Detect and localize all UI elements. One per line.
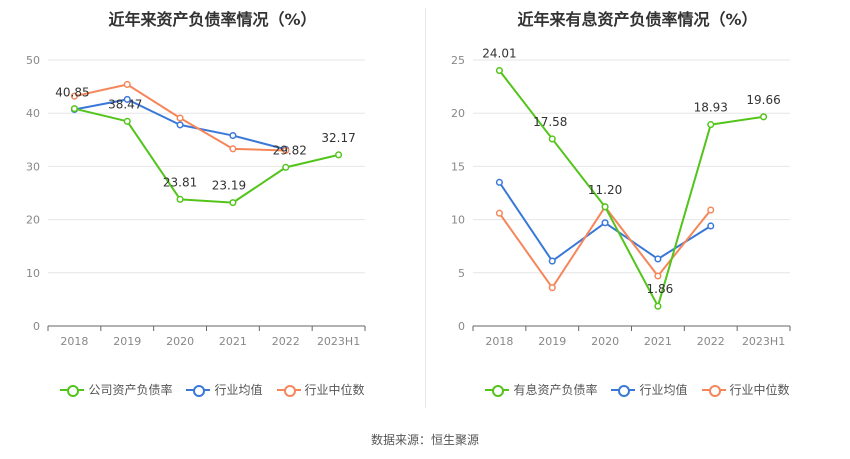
panel-divider xyxy=(425,8,426,408)
x-tick-label: 2023H1 xyxy=(317,335,360,348)
data-label: 1.86 xyxy=(647,282,674,296)
data-source-note: 数据来源：恒生聚源 xyxy=(370,433,479,447)
data-label: 24.01 xyxy=(482,47,516,61)
y-tick-label: 20 xyxy=(26,214,40,227)
legend-item[interactable]: 公司资产负债率 xyxy=(60,381,172,398)
data-label: 32.17 xyxy=(321,131,355,145)
data-point xyxy=(654,272,662,280)
chart-panel-asset-liability: 近年来资产负债率情况（%） 0 10 20 30 40 50 2018 2019 2020 202… xyxy=(0,0,425,420)
x-tick-label: 2021 xyxy=(219,335,247,348)
data-label: 18.93 xyxy=(694,101,728,115)
data-point xyxy=(176,121,184,129)
data-point xyxy=(548,257,556,265)
chart-title: 近年来资产负债率情况（%） xyxy=(108,10,317,29)
y-tick-label: 10 xyxy=(451,214,465,227)
x-tick-label: 2021 xyxy=(644,335,672,348)
data-point xyxy=(123,117,131,125)
data-point xyxy=(760,113,768,121)
data-label: 40.85 xyxy=(55,86,89,100)
data-point xyxy=(176,114,184,122)
chart-title: 近年来有息资产负债率情况（%） xyxy=(517,10,758,29)
x-tick-label: 2022 xyxy=(272,335,300,348)
data-label: 17.58 xyxy=(533,115,567,129)
data-label: 23.19 xyxy=(212,179,246,193)
chart-panel-interest-bearing: 近年来有息资产负债率情况（%） 0 5 10 15 20 25 2018 2019 2020 20… xyxy=(425,0,850,420)
legend-marker-icon xyxy=(60,384,85,397)
x-tick-label: 2023H1 xyxy=(742,335,785,348)
data-point xyxy=(282,146,290,154)
legend-label: 行业均值 xyxy=(214,383,263,397)
data-point xyxy=(707,121,715,129)
data-point xyxy=(601,219,609,227)
data-point xyxy=(282,163,290,171)
legend-item[interactable]: 行业中位数 xyxy=(701,381,790,398)
data-point xyxy=(707,222,715,230)
chart-legend: 公司资产负债率 行业均值 行业中位数 xyxy=(0,381,425,398)
legend-label: 行业中位数 xyxy=(304,383,365,397)
series-line xyxy=(498,205,712,289)
chart-plot: 0 5 10 15 20 25 2018 2019 2020 2021 2022 2023H1 24.0… xyxy=(451,47,791,348)
y-tick-label: 0 xyxy=(458,320,465,333)
data-label: 38.47 xyxy=(108,97,142,111)
y-tick-label: 15 xyxy=(451,160,465,173)
series-line xyxy=(74,107,339,204)
legend-marker-icon xyxy=(701,384,726,397)
x-tick-label: 2018 xyxy=(485,335,513,348)
data-point xyxy=(176,195,184,203)
data-point xyxy=(229,131,237,140)
legend-label: 有息资产负债率 xyxy=(513,383,598,397)
data-point xyxy=(548,284,556,292)
x-tick-label: 2022 xyxy=(697,335,725,348)
legend-item[interactable]: 行业中位数 xyxy=(276,381,365,398)
data-label: 23.81 xyxy=(163,175,197,189)
legend-marker-icon xyxy=(611,384,636,397)
data-label: 19.66 xyxy=(746,93,780,107)
x-tick-label: 2020 xyxy=(166,335,194,348)
data-point xyxy=(70,105,78,113)
y-tick-label: 20 xyxy=(451,107,465,120)
legend-marker-icon xyxy=(276,384,301,397)
legend-marker-icon xyxy=(186,384,211,397)
legend-label: 行业均值 xyxy=(639,383,688,397)
data-point xyxy=(654,255,662,263)
x-tick-label: 2018 xyxy=(60,335,88,348)
data-label: 29.82 xyxy=(273,143,307,157)
data-point xyxy=(707,206,715,214)
y-tick-label: 5 xyxy=(458,267,465,280)
y-tick-label: 0 xyxy=(33,320,40,333)
data-point xyxy=(123,95,131,103)
data-point xyxy=(70,92,78,100)
y-tick-label: 10 xyxy=(26,267,40,280)
data-point xyxy=(229,145,237,153)
data-point xyxy=(495,178,503,186)
data-point xyxy=(548,135,556,143)
legend-item[interactable]: 行业均值 xyxy=(611,381,688,398)
legend-item[interactable]: 行业均值 xyxy=(186,381,263,398)
data-point xyxy=(601,203,609,211)
x-tick-label: 2020 xyxy=(591,335,619,348)
series-line xyxy=(498,69,764,308)
legend-label: 行业中位数 xyxy=(729,383,790,397)
legend-marker-icon xyxy=(485,384,510,397)
chart-legend: 有息资产负债率 行业均值 行业中位数 xyxy=(425,381,850,398)
legend-label: 公司资产负债率 xyxy=(88,383,173,397)
y-tick-label: 40 xyxy=(26,107,40,120)
data-point xyxy=(123,80,131,89)
y-tick-label: 25 xyxy=(451,54,465,67)
y-tick-label: 50 xyxy=(26,54,40,67)
data-point xyxy=(654,302,662,310)
data-point xyxy=(495,209,503,217)
data-point xyxy=(335,151,343,159)
chart-plot: 0 10 20 30 40 50 2018 2019 2020 2021 2022 2023H1 40.… xyxy=(26,54,366,348)
data-point xyxy=(495,66,503,75)
legend-item[interactable]: 有息资产负债率 xyxy=(485,381,597,398)
x-tick-label: 2019 xyxy=(113,335,141,348)
data-label: 11.20 xyxy=(588,183,622,197)
x-tick-label: 2019 xyxy=(538,335,566,348)
data-point xyxy=(229,199,237,207)
y-tick-label: 30 xyxy=(26,160,40,173)
